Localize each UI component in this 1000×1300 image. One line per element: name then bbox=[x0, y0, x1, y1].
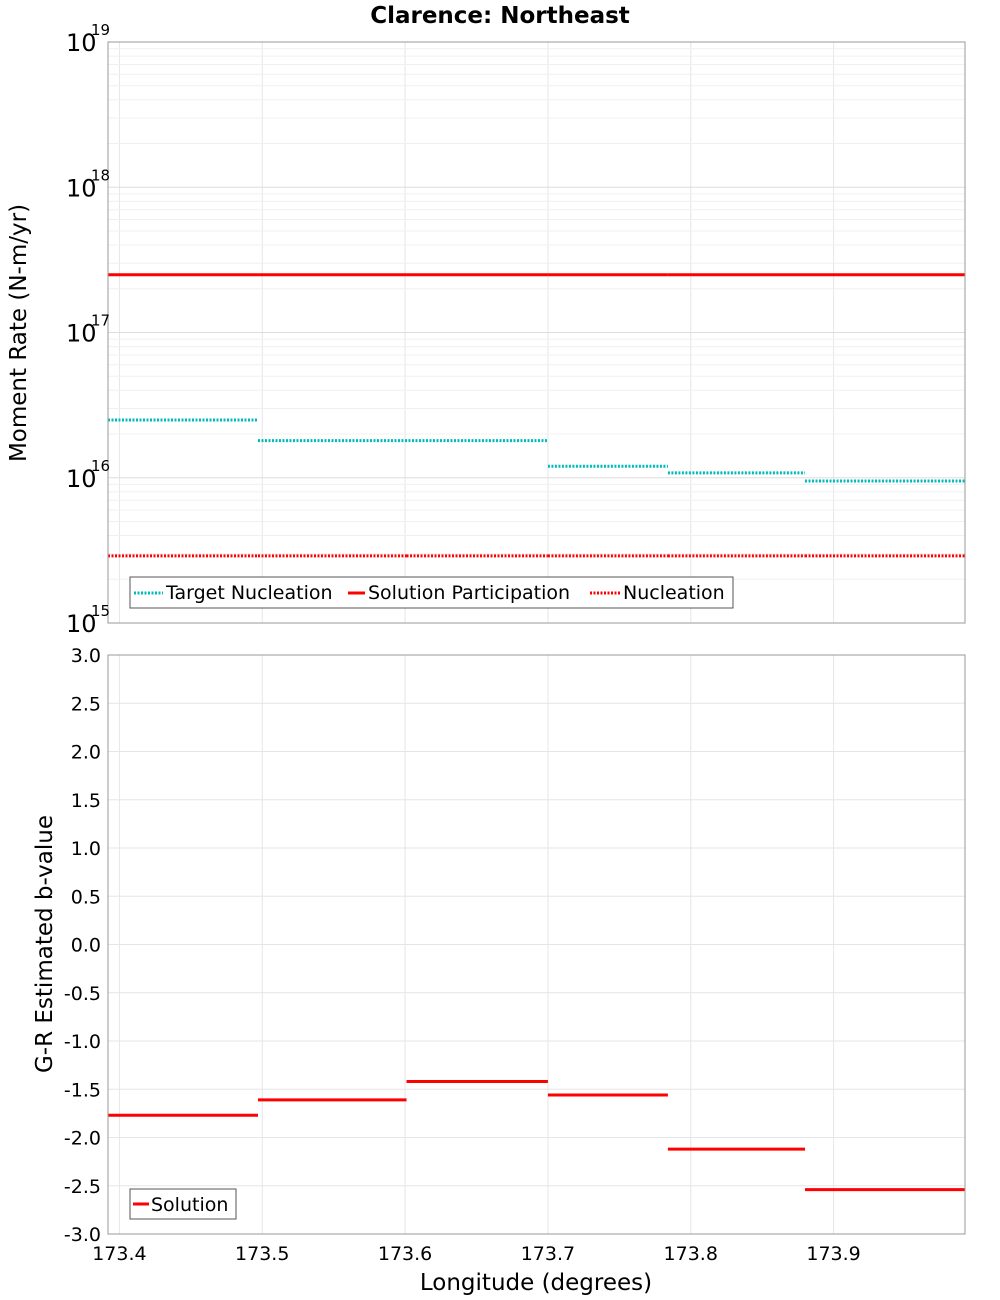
x-axis-label: Longitude (degrees) bbox=[420, 1270, 652, 1296]
x-tick-label: 173.6 bbox=[378, 1243, 432, 1265]
moment-rate-y-tick-base: 10 bbox=[66, 29, 97, 57]
moment-rate-y-tick-exp: 16 bbox=[91, 457, 110, 475]
b-value-y-tick-label: 2.0 bbox=[71, 742, 101, 764]
b-value-panel: 3.0 2.5 2.0 1.5 1.0 0.5 0.0 -0.5 -1.0 -1.5 -2.0 -2.… bbox=[32, 645, 966, 1296]
b-value-y-tick-label: -0.5 bbox=[64, 983, 101, 1005]
moment-rate-series bbox=[108, 273, 965, 558]
x-tick-label: 173.4 bbox=[92, 1243, 146, 1265]
b-value-y-tick-label: 0.0 bbox=[71, 935, 101, 957]
moment-rate-y-tick-base: 10 bbox=[66, 320, 97, 348]
moment-rate-grid bbox=[108, 41, 965, 624]
b-value-y-tick-label: -2.0 bbox=[64, 1128, 101, 1150]
moment-rate-legend: Target Nucleation Solution Participation N… bbox=[129, 576, 734, 609]
b-value-legend: Solution bbox=[129, 1188, 237, 1220]
x-tick-label: 173.8 bbox=[664, 1243, 718, 1265]
b-value-y-tick-label: 0.5 bbox=[71, 886, 101, 908]
moment-rate-plot-frame bbox=[107, 41, 966, 624]
b-value-y-tick-label: -1.5 bbox=[64, 1079, 101, 1101]
moment-rate-y-axis-label: Moment Rate (N-m/yr) bbox=[6, 204, 32, 462]
b-value-x-ticks: 173.4 173.5 173.6 173.7 173.8 173.9 bbox=[92, 1243, 861, 1265]
b-value-y-tick-label: -3.0 bbox=[64, 1224, 101, 1246]
x-tick-label: 173.7 bbox=[521, 1243, 575, 1265]
b-value-y-ticks: 3.0 2.5 2.0 1.5 1.0 0.5 0.0 -0.5 -1.0 -1.5 -2.0 -2.… bbox=[64, 645, 101, 1246]
moment-rate-y-tick-exp: 15 bbox=[91, 602, 110, 620]
moment-rate-y-tick-base: 10 bbox=[66, 610, 97, 638]
moment-rate-legend-label: Target Nucleation bbox=[165, 582, 333, 604]
moment-rate-legend-label: Solution Participation bbox=[368, 582, 570, 604]
moment-rate-y-tick-exp: 19 bbox=[91, 21, 110, 39]
moment-rate-legend-label: Nucleation bbox=[623, 582, 725, 604]
moment-rate-y-tick-exp: 18 bbox=[91, 166, 110, 184]
b-value-series bbox=[108, 1080, 965, 1192]
chart-title: Clarence: Northeast bbox=[370, 3, 630, 29]
b-value-y-tick-label: 1.0 bbox=[71, 838, 101, 860]
x-tick-label: 173.5 bbox=[235, 1243, 289, 1265]
x-tick-label: 173.9 bbox=[806, 1243, 860, 1265]
b-value-y-tick-label: 3.0 bbox=[71, 645, 101, 667]
b-value-plot-frame bbox=[107, 654, 966, 1235]
b-value-y-tick-label: 2.5 bbox=[71, 693, 101, 715]
moment-rate-legend-box bbox=[129, 576, 734, 609]
moment-rate-y-tick-base: 10 bbox=[66, 174, 97, 202]
b-value-legend-label: Solution bbox=[151, 1194, 228, 1216]
b-value-y-tick-label: -1.0 bbox=[64, 1031, 101, 1053]
b-value-y-tick-label: -2.5 bbox=[64, 1176, 101, 1198]
moment-rate-y-tick-base: 10 bbox=[66, 465, 97, 493]
b-value-y-tick-label: 1.5 bbox=[71, 790, 101, 812]
moment-rate-y-tick-exp: 17 bbox=[91, 312, 110, 330]
b-value-y-axis-label: G-R Estimated b-value bbox=[32, 815, 58, 1073]
